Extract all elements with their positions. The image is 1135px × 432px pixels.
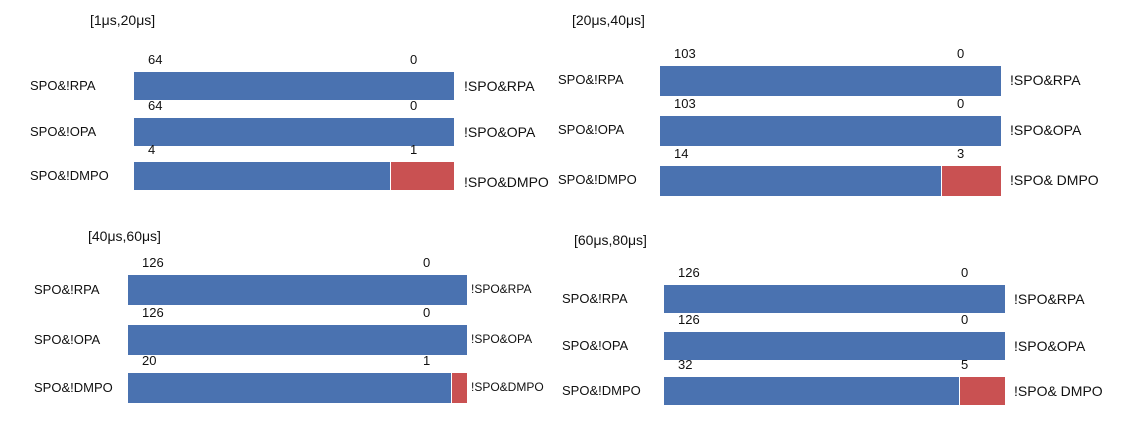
- bar-segment-right: [940, 166, 1001, 196]
- stacked-bar: [664, 285, 1005, 313]
- row-left-label: SPO&!DMPO: [34, 380, 113, 395]
- stacked-bar: [128, 275, 467, 305]
- value-label-right: 0: [961, 265, 969, 280]
- value-label-left: 14: [674, 146, 689, 161]
- value-label-left: 103: [674, 96, 696, 111]
- row-left-label: SPO&!DMPO: [558, 172, 637, 187]
- value-label-left: 64: [148, 98, 163, 113]
- bar-segment-left: [128, 275, 467, 305]
- bar-segment-left: [664, 377, 959, 405]
- bar-segment-left: [128, 325, 467, 355]
- value-label-left: 64: [148, 52, 163, 67]
- value-label-right: 0: [957, 96, 965, 111]
- value-label-left: 32: [678, 357, 693, 372]
- chart-panel-3: [40μs,60μs] SPO&!RPA 126 0 !SPO&RPA SPO&!OPA 1…: [34, 228, 594, 428]
- row-left-label: SPO&!RPA: [562, 291, 628, 306]
- stacked-bar: [660, 66, 1001, 96]
- row-right-label: !SPO&RPA: [1014, 291, 1085, 307]
- row-left-label: SPO&!RPA: [34, 282, 100, 297]
- bar-segment-left: [134, 118, 454, 146]
- bar-segment-right: [390, 162, 454, 190]
- value-label-right: 0: [423, 305, 431, 320]
- chart-panel-4: [60μs,80μs] SPO&!RPA 126 0 !SPO&RPA SPO&!OPA 1…: [562, 232, 1122, 432]
- value-label-left: 20: [142, 353, 157, 368]
- row-right-label: !SPO&OPA: [1014, 338, 1086, 354]
- value-label-left: 126: [142, 255, 164, 270]
- stacked-bar: [134, 118, 454, 146]
- row-right-label: !SPO&RPA: [471, 282, 532, 296]
- value-label-right: 0: [961, 312, 969, 327]
- row-right-label: !SPO&RPA: [1010, 72, 1081, 88]
- value-label-right: 3: [957, 146, 965, 161]
- bar-segment-right: [958, 377, 1005, 405]
- stacked-bar: [128, 373, 467, 403]
- stacked-bar: [134, 72, 454, 100]
- value-label-left: 126: [142, 305, 164, 320]
- row-right-label: !SPO&OPA: [1010, 122, 1082, 138]
- panel-title: [20μs,40μs]: [572, 12, 645, 28]
- value-label-left: 126: [678, 265, 700, 280]
- bar-segment-left: [664, 285, 1005, 313]
- row-right-label: !SPO&OPA: [464, 124, 536, 140]
- value-label-right: 0: [957, 46, 965, 61]
- row-right-label: !SPO&RPA: [464, 78, 535, 94]
- value-label-left: 126: [678, 312, 700, 327]
- value-label-right: 1: [410, 142, 418, 157]
- bar-segment-left: [128, 373, 451, 403]
- bar-segment-left: [660, 66, 1001, 96]
- value-label-right: 0: [410, 52, 418, 67]
- row-right-label: !SPO&DMPO: [471, 380, 544, 394]
- row-right-label: !SPO& DMPO: [1014, 383, 1103, 399]
- row-right-label: !SPO& DMPO: [1010, 172, 1099, 188]
- stacked-bar: [660, 166, 1001, 196]
- row-left-label: SPO&!OPA: [30, 124, 97, 139]
- row-left-label: SPO&!OPA: [558, 122, 625, 137]
- row-left-label: SPO&!OPA: [562, 338, 629, 353]
- row-left-label: SPO&!OPA: [34, 332, 101, 347]
- stacked-bar: [664, 377, 1005, 405]
- value-label-right: 0: [410, 98, 418, 113]
- panel-title: [40μs,60μs]: [88, 228, 161, 244]
- value-label-left: 103: [674, 46, 696, 61]
- value-label-right: 0: [423, 255, 431, 270]
- bar-segment-left: [134, 162, 390, 190]
- stacked-bar: [664, 332, 1005, 360]
- bar-segment-left: [664, 332, 1005, 360]
- row-right-label: !SPO&OPA: [471, 332, 533, 346]
- chart-panel-2: [20μs,40μs] SPO&!RPA 103 0 !SPO&RPA SPO&!OPA 1…: [556, 12, 1116, 212]
- value-label-right: 1: [423, 353, 431, 368]
- bar-segment-left: [134, 72, 454, 100]
- bar-segment-left: [660, 116, 1001, 146]
- row-left-label: SPO&!RPA: [30, 78, 96, 93]
- stacked-bar: [660, 116, 1001, 146]
- panel-title: [1μs,20μs]: [90, 12, 156, 28]
- bar-segment-left: [660, 166, 941, 196]
- value-label-left: 4: [148, 142, 156, 157]
- bar-segment-right: [450, 373, 467, 403]
- value-label-right: 5: [961, 357, 969, 372]
- row-left-label: SPO&!DMPO: [30, 168, 109, 183]
- panel-title: [60μs,80μs]: [574, 232, 647, 248]
- row-right-label: !SPO&DMPO: [464, 174, 549, 190]
- row-left-label: SPO&!DMPO: [562, 383, 641, 398]
- chart-panel-1: [1μs,20μs] SPO&!RPA 64 0 !SPO&RPA SPO&!OPA 64 0…: [30, 12, 590, 212]
- row-left-label: SPO&!RPA: [558, 72, 624, 87]
- stacked-bar: [128, 325, 467, 355]
- stacked-bar: [134, 162, 454, 190]
